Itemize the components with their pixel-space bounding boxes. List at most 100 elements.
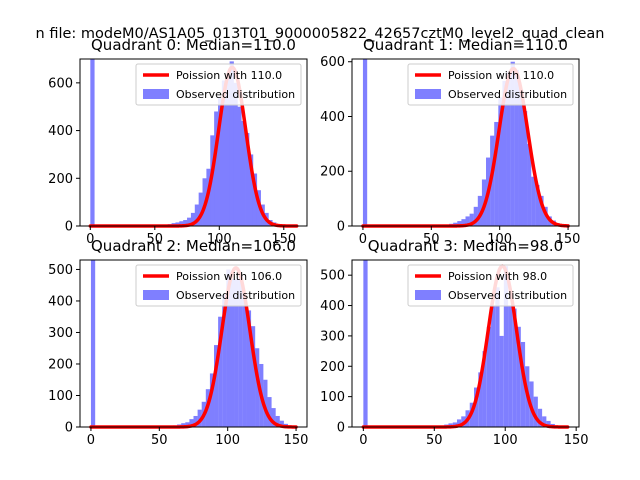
histogram-bar <box>190 212 196 226</box>
x-tick-label: 50 <box>147 232 164 247</box>
subplot-title: Quadrant 0: Median=110.0 <box>91 36 296 54</box>
x-tick-label: 0 <box>359 232 367 247</box>
histogram-bar <box>248 154 254 226</box>
legend-fit-label: Poission with 110.0 <box>176 69 282 82</box>
y-tick-label: 300 <box>48 326 73 341</box>
histogram-bar <box>362 59 368 226</box>
y-tick-label: 100 <box>320 390 345 405</box>
histogram-bar <box>241 121 246 226</box>
histogram-bar <box>477 195 483 226</box>
legend-box <box>135 63 302 106</box>
subplot-title: Quadrant 3: Median=98.0 <box>368 237 563 255</box>
x-tick-label: 0 <box>87 433 95 448</box>
histogram-bar <box>494 121 499 226</box>
y-tick-label: 500 <box>48 263 73 278</box>
histogram-bar <box>252 173 258 226</box>
legend-fit-label: Poission with 98.0 <box>448 270 547 283</box>
histogram-bar <box>546 420 551 427</box>
legend-hist-swatch <box>143 290 169 300</box>
histogram-bar <box>537 408 543 427</box>
y-tick-label: 400 <box>320 110 345 125</box>
histogram-bar <box>218 97 223 227</box>
histogram-bar <box>271 408 276 427</box>
subplot-title: Quadrant 1: Median=110.0 <box>363 36 568 54</box>
histogram-bar <box>535 184 540 226</box>
histogram-bar <box>518 89 524 227</box>
histogram-bar <box>465 216 470 226</box>
histogram-bar <box>237 106 242 226</box>
x-tick-label: 150 <box>556 232 581 247</box>
histogram-bar <box>491 305 496 427</box>
histogram-bar <box>233 82 238 226</box>
histogram-bar <box>499 335 504 427</box>
histogram-bar <box>229 61 234 227</box>
y-tick-label: 100 <box>48 389 73 404</box>
subplot-3: 0 50 100 150 0 100 200 300 400 500 Quadrant 3: Med… <box>320 237 588 448</box>
legend: Poission with 110.0 Observed distribution <box>407 63 574 106</box>
histogram-bar <box>469 213 474 226</box>
legend: Poission with 98.0 Observed distribution <box>407 264 574 307</box>
y-tick-label: 400 <box>48 124 73 139</box>
histogram-bar <box>179 221 184 226</box>
histogram-bar <box>90 260 96 427</box>
histogram-bar <box>275 415 280 427</box>
histogram-bar <box>197 409 202 427</box>
histogram-bar <box>263 379 268 427</box>
histogram-bar <box>363 260 368 427</box>
legend-hist-label: Observed distribution <box>448 88 567 101</box>
histogram-bar <box>183 220 188 226</box>
histogram-bar <box>461 219 466 226</box>
y-tick-label: 0 <box>337 220 345 235</box>
axes-frame <box>79 58 308 227</box>
histogram-bar <box>506 72 511 226</box>
axes-frame <box>351 58 580 227</box>
histogram-bar <box>478 372 483 427</box>
legend-hist-swatch <box>415 89 441 99</box>
histogram-bar <box>193 415 198 427</box>
histogram-bar <box>214 345 219 427</box>
histogram-bar <box>456 419 462 427</box>
histogram-bar <box>226 269 231 427</box>
legend-box <box>407 264 574 307</box>
x-tick-label: 0 <box>86 232 94 247</box>
histogram-bar <box>514 69 519 226</box>
histogram-bar <box>531 176 536 226</box>
histogram-bar <box>498 97 503 226</box>
histogram-bar <box>457 221 462 226</box>
histogram-bar <box>90 59 95 226</box>
axes-frame <box>351 259 580 428</box>
histogram-bar <box>189 419 194 427</box>
y-tick-label: 600 <box>320 55 345 70</box>
histogram-bar <box>473 206 478 226</box>
subplot-title: Quadrant 2: Median=106.0 <box>91 237 296 255</box>
y-tick-label: 500 <box>320 269 345 284</box>
legend: Poission with 110.0 Observed distribution <box>135 63 302 106</box>
x-tick-label: 100 <box>493 433 518 448</box>
x-tick-label: 100 <box>215 433 240 448</box>
subplot-1: 0 50 100 150 0 200 400 600 Quadrant 1: Median=11… <box>320 36 580 247</box>
histogram-bar <box>185 422 190 427</box>
legend-hist-label: Observed distribution <box>448 289 567 302</box>
y-tick-label: 200 <box>48 357 73 372</box>
x-tick-label: 150 <box>271 232 296 247</box>
y-tick-label: 200 <box>48 172 73 187</box>
histogram-bar <box>486 326 492 427</box>
y-tick-label: 0 <box>337 421 345 436</box>
histogram-bar <box>516 326 521 427</box>
legend-fit-label: Poission with 106.0 <box>176 270 282 283</box>
histogram-bar <box>502 80 507 226</box>
histogram-bar <box>245 132 250 226</box>
histogram-bar <box>474 387 479 427</box>
legend-box <box>407 63 574 106</box>
y-tick-label: 400 <box>48 294 73 309</box>
histogram-bar <box>221 80 227 226</box>
x-tick-label: 100 <box>207 232 232 247</box>
x-tick-label: 50 <box>151 433 168 448</box>
histogram-bar <box>508 305 513 427</box>
histogram-bar <box>218 316 223 427</box>
y-tick-label: 200 <box>320 360 345 375</box>
histogram-bar <box>533 396 538 427</box>
histogram-bar <box>194 204 200 226</box>
histogram-bar <box>209 373 215 427</box>
